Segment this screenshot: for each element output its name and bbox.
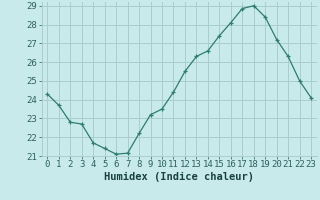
X-axis label: Humidex (Indice chaleur): Humidex (Indice chaleur) [104,172,254,182]
